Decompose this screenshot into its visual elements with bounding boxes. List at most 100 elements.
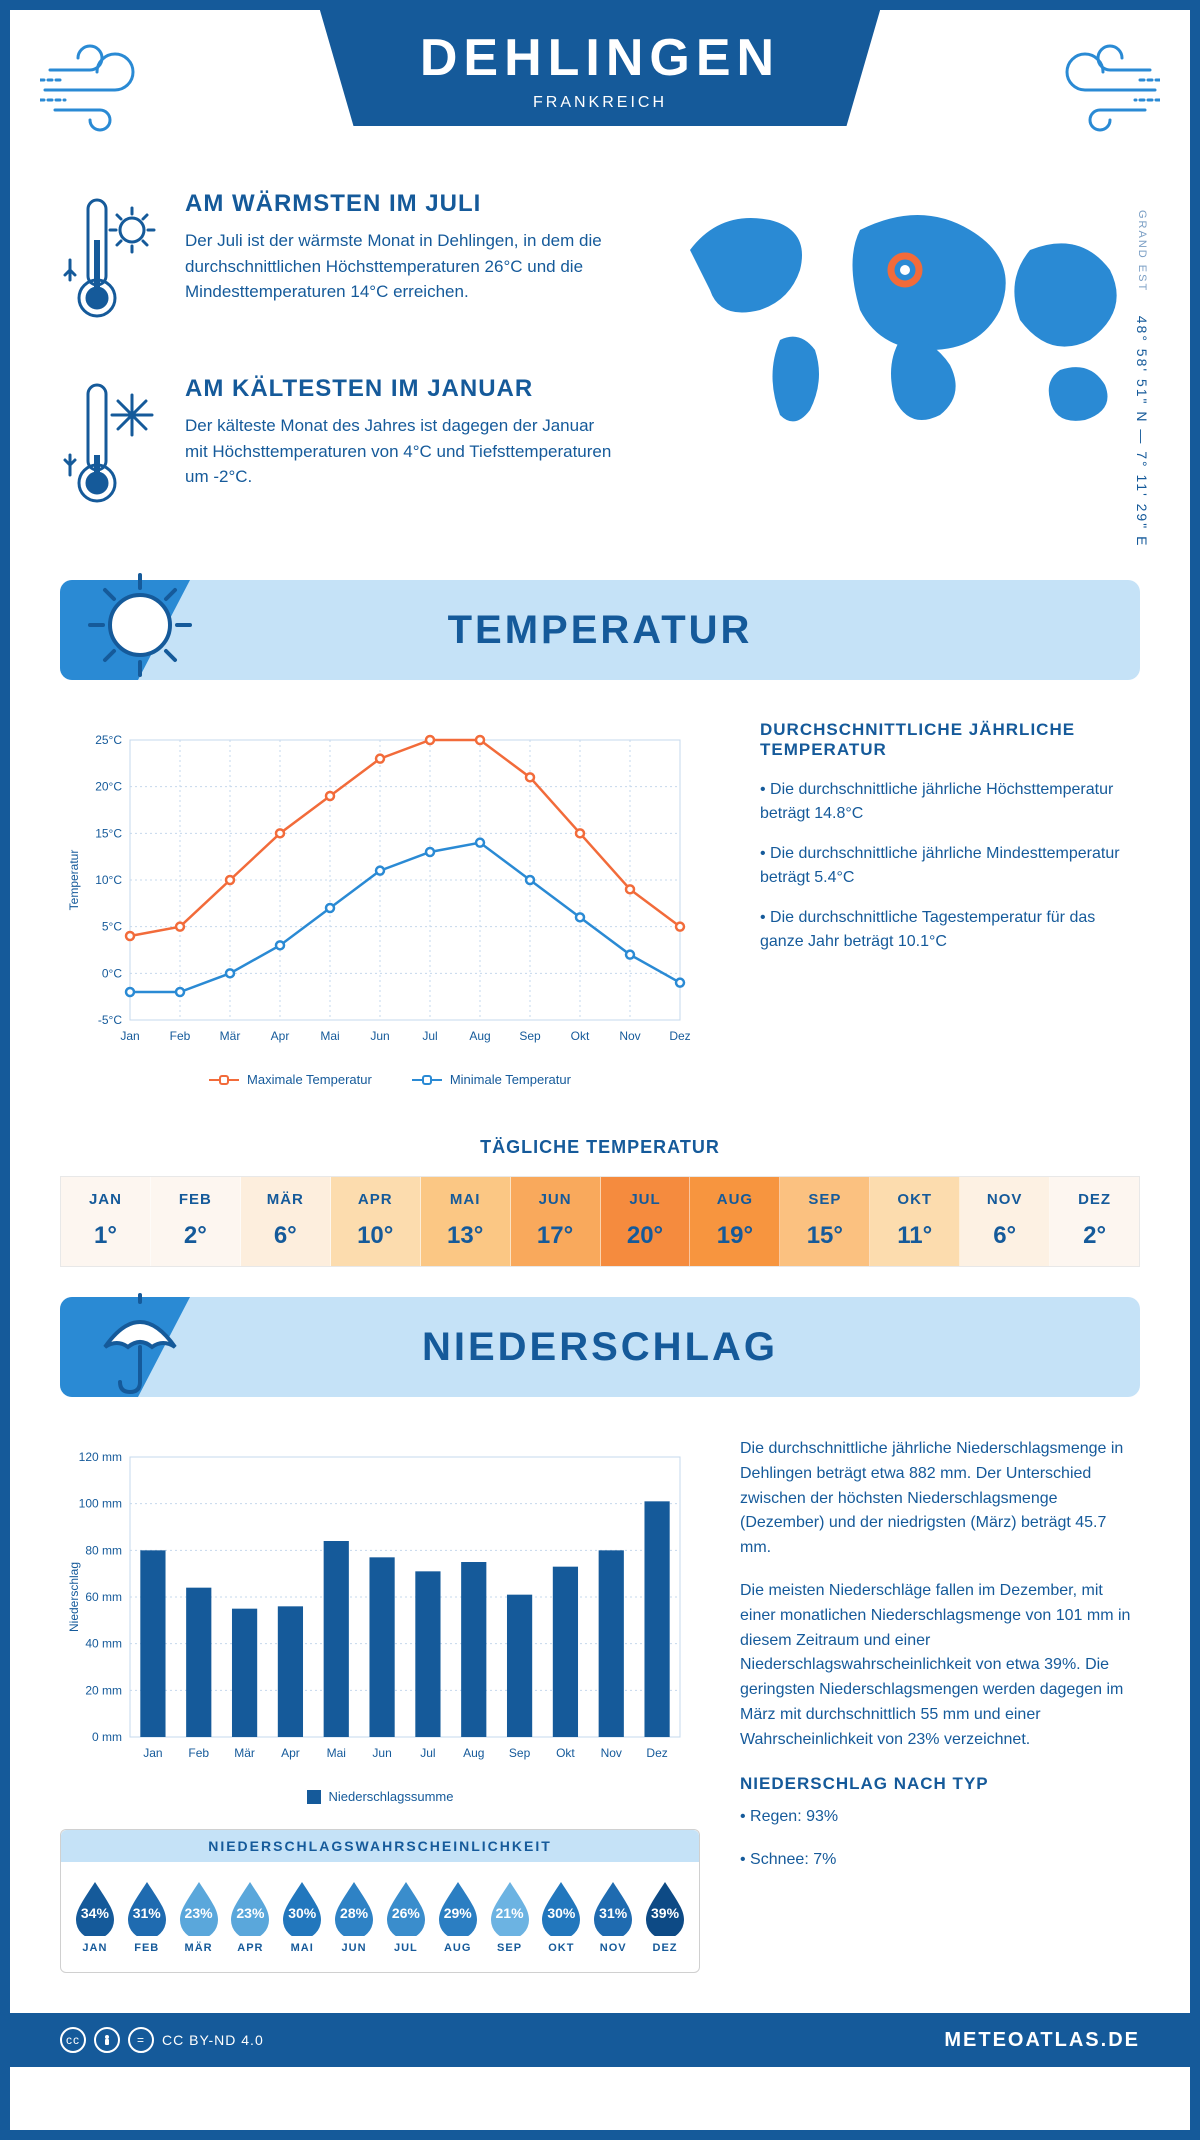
probability-drop: 23% MÄR [176,1880,222,1954]
svg-text:Nov: Nov [619,1029,640,1043]
probability-drop: 23% APR [227,1880,273,1954]
probability-drop: 28% JUN [331,1880,377,1954]
svg-text:80 mm: 80 mm [85,1543,122,1557]
svg-text:0°C: 0°C [102,966,122,980]
daily-cell: JUL20° [601,1177,691,1266]
probability-drop: 29% AUG [435,1880,481,1954]
prob-title: NIEDERSCHLAGSWAHRSCHEINLICHKEIT [61,1830,699,1862]
coldest-fact: AM KÄLTESTEN IM JANUAR Der kälteste Mona… [60,375,620,520]
daily-cell: OKT11° [870,1177,960,1266]
svg-text:0 mm: 0 mm [92,1730,122,1744]
svg-text:Aug: Aug [463,1746,484,1760]
daily-cell: AUG19° [690,1177,780,1266]
svg-text:5°C: 5°C [102,920,122,934]
svg-text:Feb: Feb [188,1746,209,1760]
svg-text:Mai: Mai [320,1029,339,1043]
temperature-heading: TEMPERATUR [60,608,1140,653]
svg-text:Dez: Dez [669,1029,690,1043]
precipitation-section-bar: NIEDERSCHLAG [60,1297,1140,1397]
umbrella-icon [85,1287,195,1397]
probability-drop: 39% DEZ [642,1880,688,1954]
daily-cell: MAI13° [421,1177,511,1266]
svg-text:40 mm: 40 mm [85,1637,122,1651]
wind-icon [40,30,170,150]
coldest-body: Der kälteste Monat des Jahres ist dagege… [185,413,620,490]
temp-info-heading: DURCHSCHNITTLICHE JÄHRLICHE TEMPERATUR [760,720,1140,760]
svg-text:Mär: Mär [220,1029,241,1043]
country-subtitle: FRANKREICH [420,94,780,112]
by-icon [94,2027,120,2053]
precip-type-heading: NIEDERSCHLAG NACH TYP [740,1771,1140,1797]
probability-drop: 31% FEB [124,1880,170,1954]
intro-section: AM WÄRMSTEN IM JULI Der Juli ist der wär… [10,190,1190,560]
svg-text:Temperatur: Temperatur [67,850,81,911]
svg-text:Aug: Aug [469,1029,490,1043]
warmest-title: AM WÄRMSTEN IM JULI [185,190,620,218]
probability-drop: 21% SEP [487,1880,533,1954]
daily-cell: DEZ2° [1050,1177,1139,1266]
svg-text:25°C: 25°C [95,733,122,747]
daily-cell: NOV6° [960,1177,1050,1266]
sun-icon [85,570,195,680]
svg-text:Mai: Mai [327,1746,346,1760]
svg-text:Mär: Mär [234,1746,255,1760]
probability-drop: 26% JUL [383,1880,429,1954]
coldest-title: AM KÄLTESTEN IM JANUAR [185,375,620,403]
svg-text:60 mm: 60 mm [85,1590,122,1604]
svg-text:Sep: Sep [509,1746,531,1760]
svg-text:Feb: Feb [170,1029,191,1043]
svg-text:Jul: Jul [422,1029,437,1043]
thermometer-cold-icon [60,375,160,520]
svg-text:Jul: Jul [420,1746,435,1760]
site-name: METEOATLAS.DE [944,2029,1140,2052]
svg-text:15°C: 15°C [95,826,122,840]
probability-drop: 30% MAI [279,1880,325,1954]
daily-temp-title: TÄGLICHE TEMPERATUR [10,1137,1190,1158]
svg-text:Nov: Nov [601,1746,622,1760]
nd-icon: = [128,2027,154,2053]
header: DEHLINGEN FRANKREICH [10,10,1190,190]
svg-text:120 mm: 120 mm [79,1450,122,1464]
footer: cc = CC BY-ND 4.0 METEOATLAS.DE [10,2013,1190,2067]
svg-text:Okt: Okt [571,1029,590,1043]
precipitation-probability-box: NIEDERSCHLAGSWAHRSCHEINLICHKEIT 34% JAN … [60,1829,700,1973]
coordinates: GRAND EST 48° 58' 51" N — 7° 11' 29" E [1134,210,1150,547]
svg-text:100 mm: 100 mm [79,1497,122,1511]
svg-text:-5°C: -5°C [98,1013,122,1027]
wind-icon [1030,30,1160,150]
svg-text:Apr: Apr [281,1746,300,1760]
daily-temp-table: JAN1° FEB2° MÄR6° APR10° MAI13° JUN17° J… [60,1176,1140,1267]
svg-text:20°C: 20°C [95,780,122,794]
temp-chart-legend: Maximale Temperatur Minimale Temperatur [60,1072,720,1087]
warmest-body: Der Juli ist der wärmste Monat in Dehlin… [185,228,620,305]
svg-text:Sep: Sep [519,1029,541,1043]
precip-chart-legend: Niederschlagssumme [60,1789,700,1804]
probability-drop: 31% NOV [590,1880,636,1954]
daily-cell: JAN1° [61,1177,151,1266]
title-banner: DEHLINGEN FRANKREICH [320,10,880,126]
svg-text:Jun: Jun [372,1746,391,1760]
svg-text:Niederschlag: Niederschlag [67,1562,81,1632]
temperature-section-bar: TEMPERATUR [60,580,1140,680]
precipitation-bar-chart: 0 mm 20 mm 40 mm 60 mm 80 mm 100 mm 120 mm Jan F… [60,1437,700,1804]
daily-cell: FEB2° [151,1177,241,1266]
daily-cell: JUN17° [511,1177,601,1266]
daily-cell: APR10° [331,1177,421,1266]
license-text: CC BY-ND 4.0 [162,2032,264,2048]
probability-drop: 30% OKT [538,1880,584,1954]
svg-text:20 mm: 20 mm [85,1683,122,1697]
precipitation-heading: NIEDERSCHLAG [60,1325,1140,1370]
svg-text:Jun: Jun [370,1029,389,1043]
temperature-info: DURCHSCHNITTLICHE JÄHRLICHE TEMPERATUR •… [760,720,1140,1087]
svg-text:Jan: Jan [143,1746,162,1760]
svg-text:10°C: 10°C [95,873,122,887]
svg-text:Apr: Apr [271,1029,290,1043]
temperature-line-chart: -5°C 0°C 5°C 10°C 15°C 20°C 25°C Jan Feb Mär Apr Ma… [60,720,720,1087]
daily-cell: MÄR6° [241,1177,331,1266]
warmest-fact: AM WÄRMSTEN IM JULI Der Juli ist der wär… [60,190,620,335]
world-map-icon [660,190,1140,450]
cc-icon: cc [60,2027,86,2053]
thermometer-hot-icon [60,190,160,335]
svg-text:Jan: Jan [120,1029,139,1043]
probability-drop: 34% JAN [72,1880,118,1954]
